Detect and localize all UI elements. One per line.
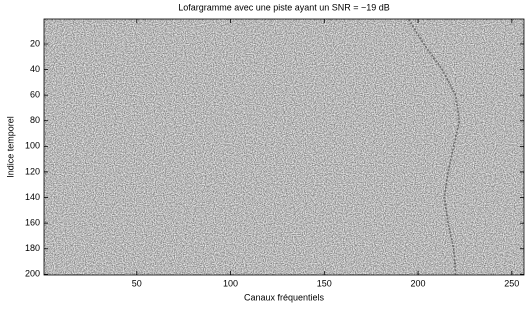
x-tick-label: 250 [504,278,519,288]
page: Lofargramme avec une piste ayant un SNR … [0,0,528,313]
x-tick-label: 200 [411,278,426,288]
noise-texture [44,19,524,275]
y-tick-label: 100 [25,141,40,151]
y-tick-label: 80 [30,115,40,125]
y-tick-label: 40 [30,64,40,74]
x-tick-label: 150 [317,278,332,288]
y-tick-label: 180 [25,243,40,253]
y-tick-label: 60 [30,90,40,100]
chart: Lofargramme avec une piste ayant un SNR … [0,0,528,308]
y-tick-label: 120 [25,166,40,176]
y-tick-label: 20 [30,38,40,48]
chart-title: Lofargramme avec une piste ayant un SNR … [178,2,390,12]
y-axis-label: Indice temporel [5,116,15,178]
y-tick-label: 200 [25,269,40,279]
x-tick-label: 50 [132,278,142,288]
x-axis-label: Canaux fréquentiels [244,292,325,302]
y-tick-label: 140 [25,192,40,202]
x-tick-label: 100 [223,278,238,288]
y-tick-label: 160 [25,218,40,228]
